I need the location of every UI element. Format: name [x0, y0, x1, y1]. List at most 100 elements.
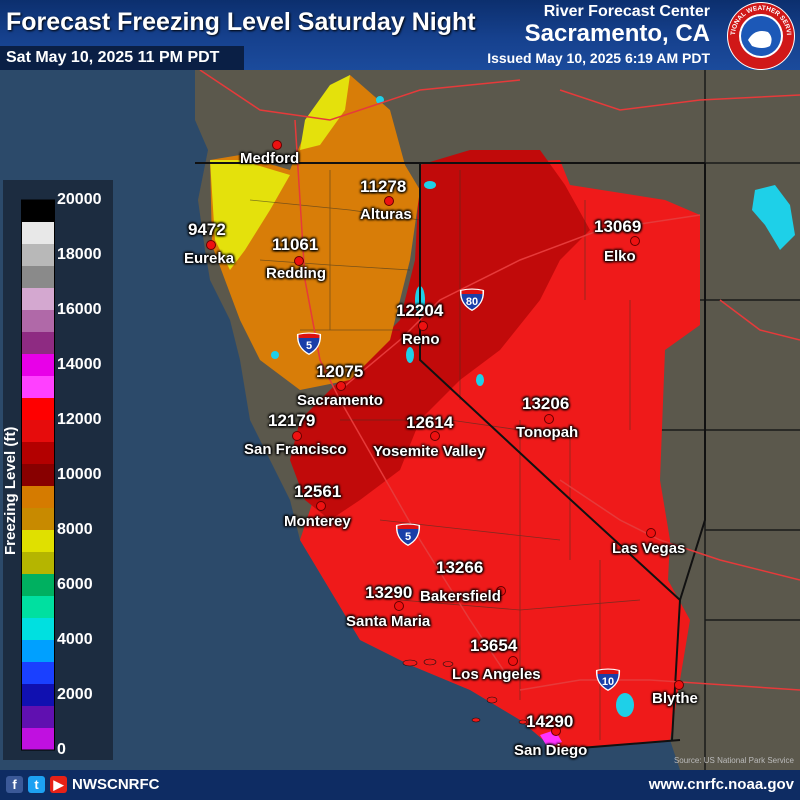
city-freezing-level-value: 13266 — [436, 558, 484, 577]
city-name: San Diego — [514, 742, 588, 759]
city-marker-icon — [430, 431, 440, 441]
city-name: Bakersfield — [420, 588, 501, 605]
website-link[interactable]: www.cnrfc.noaa.gov — [648, 776, 794, 793]
lakes — [271, 96, 795, 717]
legend-swatch — [22, 662, 54, 685]
city-marker-icon — [292, 431, 302, 441]
city-marker-icon — [544, 414, 554, 424]
city-name: Yosemite Valley — [373, 443, 486, 460]
legend-swatch — [22, 464, 54, 487]
legend-tick-label: 18000 — [57, 246, 102, 263]
city-marker-icon — [272, 140, 282, 150]
zone-12000-13000 — [290, 150, 590, 520]
city-marker-icon — [674, 680, 684, 690]
city-freezing-level-value: 11278 — [360, 177, 407, 196]
legend-swatch — [22, 618, 54, 641]
city-marker-icon — [394, 601, 404, 611]
channel-islands — [402, 658, 528, 725]
legend-swatch — [22, 574, 54, 597]
nws-logo-icon: NATIONAL WEATHER SERVICE — [722, 0, 795, 70]
city-marker-icon — [646, 528, 656, 538]
legend-swatch — [22, 420, 54, 443]
youtube-icon[interactable]: ▶ — [50, 776, 67, 793]
city-name: Sacramento — [297, 392, 383, 409]
city-marker-icon — [630, 236, 640, 246]
legend-tick-label: 20000 — [57, 191, 102, 208]
legend-swatch — [22, 442, 54, 465]
ca-nv-border — [195, 162, 706, 751]
city-name: Tonopah — [516, 424, 579, 441]
legend-swatch — [22, 288, 54, 311]
legend-colorbar — [21, 199, 55, 751]
legend-tick-label: 0 — [57, 741, 66, 758]
city-name: Medford — [240, 150, 300, 167]
legend-swatch — [22, 222, 54, 245]
interstate-shield-icon: 5 — [296, 332, 322, 355]
zone-9000-10000-west — [210, 160, 290, 270]
city-marker-icon — [508, 656, 518, 666]
city-freezing-level-value: 12075 — [316, 362, 364, 381]
legend-swatch — [22, 530, 54, 553]
legend-tick-label: 4000 — [57, 631, 93, 648]
legend-swatch — [22, 244, 54, 267]
city-freezing-level-value: 11061 — [272, 235, 319, 254]
city-freezing-level-value: 12204 — [396, 301, 444, 320]
interstate-number: 5 — [306, 340, 312, 352]
legend-swatch — [22, 332, 54, 355]
legend-swatch — [22, 200, 54, 223]
legend-swatch — [22, 354, 54, 377]
city-marker-icon — [336, 381, 346, 391]
legend-swatch — [22, 706, 54, 729]
city-freezing-level-value: 12614 — [406, 413, 454, 432]
city-freezing-level-value: 13206 — [522, 394, 570, 413]
zone-10000-12000 — [210, 75, 420, 390]
legend-tick-label: 16000 — [57, 301, 102, 318]
city-name: Reno — [402, 331, 440, 348]
legend-tick-label: 8000 — [57, 521, 93, 538]
zone-9000-10000-north — [300, 75, 350, 150]
legend-swatch — [22, 486, 54, 509]
source-credit: Source: US National Park Service — [673, 756, 794, 765]
legend-tick-label: 2000 — [57, 686, 93, 703]
legend-tick-label: 10000 — [57, 466, 102, 483]
legend-tick-label: 6000 — [57, 576, 93, 593]
legend-swatch — [22, 310, 54, 333]
city-name: Eureka — [184, 250, 235, 267]
highways — [199, 69, 800, 691]
twitter-icon[interactable]: t — [28, 776, 45, 793]
footer-bar — [0, 770, 800, 800]
city-name: Blythe — [652, 690, 698, 707]
office-name: Sacramento, CA — [524, 20, 710, 47]
city-freezing-level-value: 12561 — [294, 482, 342, 501]
city-marker-icon — [418, 321, 428, 331]
city-name: Redding — [266, 265, 326, 282]
social-handle[interactable]: NWSCNRFC — [72, 776, 160, 793]
city-freezing-level-value: 13654 — [470, 636, 518, 655]
valid-time-bar — [0, 46, 244, 70]
city-freezing-level-value: 13290 — [365, 583, 413, 602]
interstate-number: 10 — [602, 676, 614, 688]
city-name: Alturas — [360, 206, 412, 223]
city-name: Elko — [604, 248, 636, 265]
city-name: Santa Maria — [346, 613, 431, 630]
legend-swatch — [22, 508, 54, 531]
city-name: San Francisco — [244, 441, 347, 458]
county-borders — [249, 170, 641, 740]
legend-swatch — [22, 728, 54, 751]
legend-title: Freezing Level (ft) — [2, 427, 22, 555]
city-freezing-level-value: 12179 — [268, 411, 316, 430]
city-marker-icon — [316, 501, 326, 511]
org-line: River Forecast Center — [543, 3, 710, 20]
city-freezing-level-value: 13069 — [594, 217, 642, 236]
facebook-icon[interactable]: f — [6, 776, 23, 793]
interstate-shield-icon: 80 — [459, 288, 485, 311]
city-marker-icon — [551, 726, 561, 736]
legend-swatch — [22, 552, 54, 575]
legend-swatch — [22, 596, 54, 619]
interstate-number: 5 — [405, 531, 411, 543]
city-marker-icon — [384, 196, 394, 206]
city-freezing-level-value: 9472 — [188, 220, 226, 239]
legend-swatch — [22, 684, 54, 707]
legend-swatch — [22, 640, 54, 663]
